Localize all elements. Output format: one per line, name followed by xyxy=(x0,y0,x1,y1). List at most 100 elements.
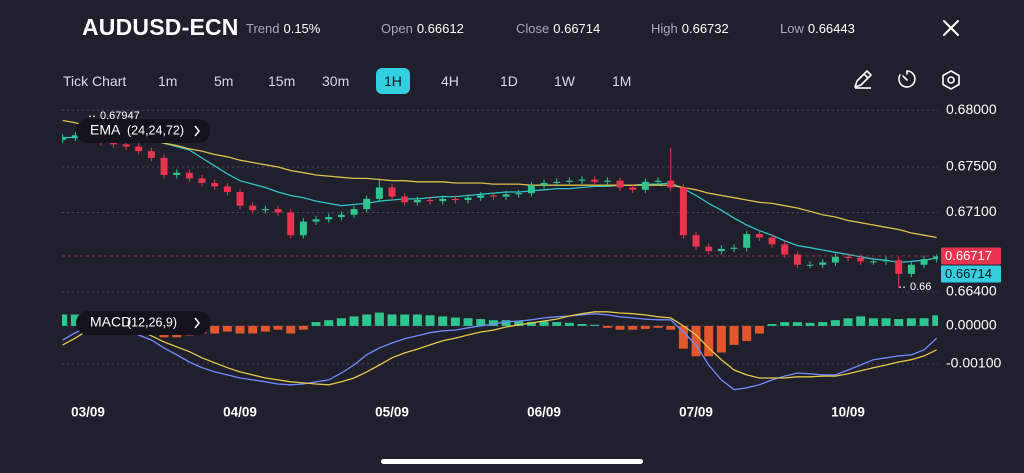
timeframe-tab[interactable]: 4H xyxy=(441,73,459,89)
histogram-bar xyxy=(235,325,245,334)
candle-body xyxy=(705,246,713,252)
histogram-bar xyxy=(932,315,938,326)
candle-body xyxy=(173,172,181,175)
timeframe-tab[interactable]: 1D xyxy=(500,73,518,89)
histogram-bar xyxy=(450,317,460,326)
timeframe-tab[interactable]: 15m xyxy=(268,73,296,89)
timer-icon[interactable] xyxy=(898,70,916,88)
candle-body xyxy=(489,195,497,197)
min-marker-label: 0.66 xyxy=(910,281,931,293)
candle-body xyxy=(84,135,92,139)
legend-pill xyxy=(76,119,210,143)
y-tick-label: -0.00100 xyxy=(946,355,1001,371)
candle-body xyxy=(350,209,358,215)
candle-body xyxy=(679,187,687,236)
candle-body xyxy=(819,262,827,265)
candle-body xyxy=(62,137,67,140)
histogram-bar xyxy=(425,315,435,326)
candle-body xyxy=(236,192,244,206)
candle-body xyxy=(160,157,168,175)
histogram-bar xyxy=(362,314,372,326)
draw-icon[interactable] xyxy=(854,70,872,89)
histogram-bar xyxy=(108,322,118,326)
histogram-bar xyxy=(134,325,144,328)
timeframe-tab[interactable]: Tick Chart xyxy=(63,73,127,89)
candle-body xyxy=(641,181,649,190)
legend-chevron xyxy=(194,125,200,137)
timeframe-tab[interactable]: 30m xyxy=(322,73,350,89)
histogram-bar xyxy=(526,322,536,326)
x-tick-label: 04/09 xyxy=(223,405,257,420)
price-label: 0.66717 xyxy=(945,248,992,263)
candle-body xyxy=(781,244,789,255)
candle-body xyxy=(857,257,865,262)
stat: Open 0.66612 xyxy=(381,16,464,40)
histogram-bar xyxy=(146,325,156,330)
candle-body xyxy=(527,185,535,194)
candle-body xyxy=(477,195,485,198)
settings-icon[interactable] xyxy=(942,70,960,90)
histogram-bar xyxy=(729,325,739,345)
histogram-bar xyxy=(438,316,448,326)
y-tick-label: 0.66400 xyxy=(946,283,997,299)
histogram-bar xyxy=(476,319,486,326)
symbol: AUDUSD-ECN xyxy=(82,14,239,40)
candle-body xyxy=(603,180,611,182)
histogram-bar xyxy=(780,322,790,326)
close-icon[interactable] xyxy=(943,20,959,36)
stat: Close 0.66714 xyxy=(516,16,600,40)
candle-body xyxy=(502,194,510,197)
candle-body xyxy=(692,235,700,247)
histogram-bar xyxy=(488,320,498,326)
candle-body xyxy=(882,260,890,262)
price-label: 0.66714 xyxy=(945,266,992,281)
home-indicator xyxy=(381,459,643,464)
candle-body xyxy=(907,264,915,274)
histogram-bar xyxy=(577,324,587,326)
timeframe-tab[interactable]: 1H xyxy=(376,68,410,94)
histogram-bar xyxy=(197,325,207,334)
timeframe-tab[interactable]: 5m xyxy=(214,73,234,89)
candle-body xyxy=(211,182,219,187)
histogram-bar xyxy=(400,314,410,326)
candle-body xyxy=(388,187,396,197)
histogram-bar xyxy=(906,318,916,326)
histogram-bar xyxy=(881,318,891,326)
legend-label: MACD xyxy=(90,314,131,330)
histogram-bar xyxy=(514,321,524,326)
candle-body xyxy=(591,179,599,182)
candle-body xyxy=(426,200,434,202)
histogram-bar xyxy=(387,314,397,326)
candle-body xyxy=(401,196,409,203)
stat-label: Low xyxy=(780,20,804,36)
histogram-bar xyxy=(184,325,194,336)
candle-body xyxy=(287,212,295,236)
candle-body xyxy=(831,256,839,263)
histogram-bar xyxy=(628,325,638,330)
legend-params: (24,24,72) xyxy=(127,123,184,137)
histogram-bar xyxy=(742,325,752,342)
histogram-bar xyxy=(552,322,562,326)
timeframe-tab[interactable]: 1m xyxy=(158,73,178,89)
timeframe-tab[interactable]: 1M xyxy=(612,73,632,89)
stat-value: 0.66612 xyxy=(416,20,464,36)
candle-body xyxy=(413,200,421,203)
indicator-line xyxy=(62,119,937,239)
y-tick-label: 0.67100 xyxy=(946,203,997,219)
y-tick-label: 0.67500 xyxy=(946,158,997,174)
histogram-bar xyxy=(222,325,232,332)
candle-body xyxy=(515,193,523,195)
candle-body xyxy=(185,172,193,179)
candle-body xyxy=(337,214,345,218)
stat-label: Open xyxy=(381,20,413,36)
timeframe-tab[interactable]: 1W xyxy=(554,73,575,89)
candle-body xyxy=(439,198,447,202)
candle-body xyxy=(261,209,269,211)
price-label-box xyxy=(941,265,1001,283)
histogram-bar xyxy=(260,325,270,332)
histogram-bar xyxy=(501,320,511,326)
histogram-bar xyxy=(919,318,929,326)
x-tick-label: 07/09 xyxy=(679,405,713,420)
candle-body xyxy=(451,198,459,200)
